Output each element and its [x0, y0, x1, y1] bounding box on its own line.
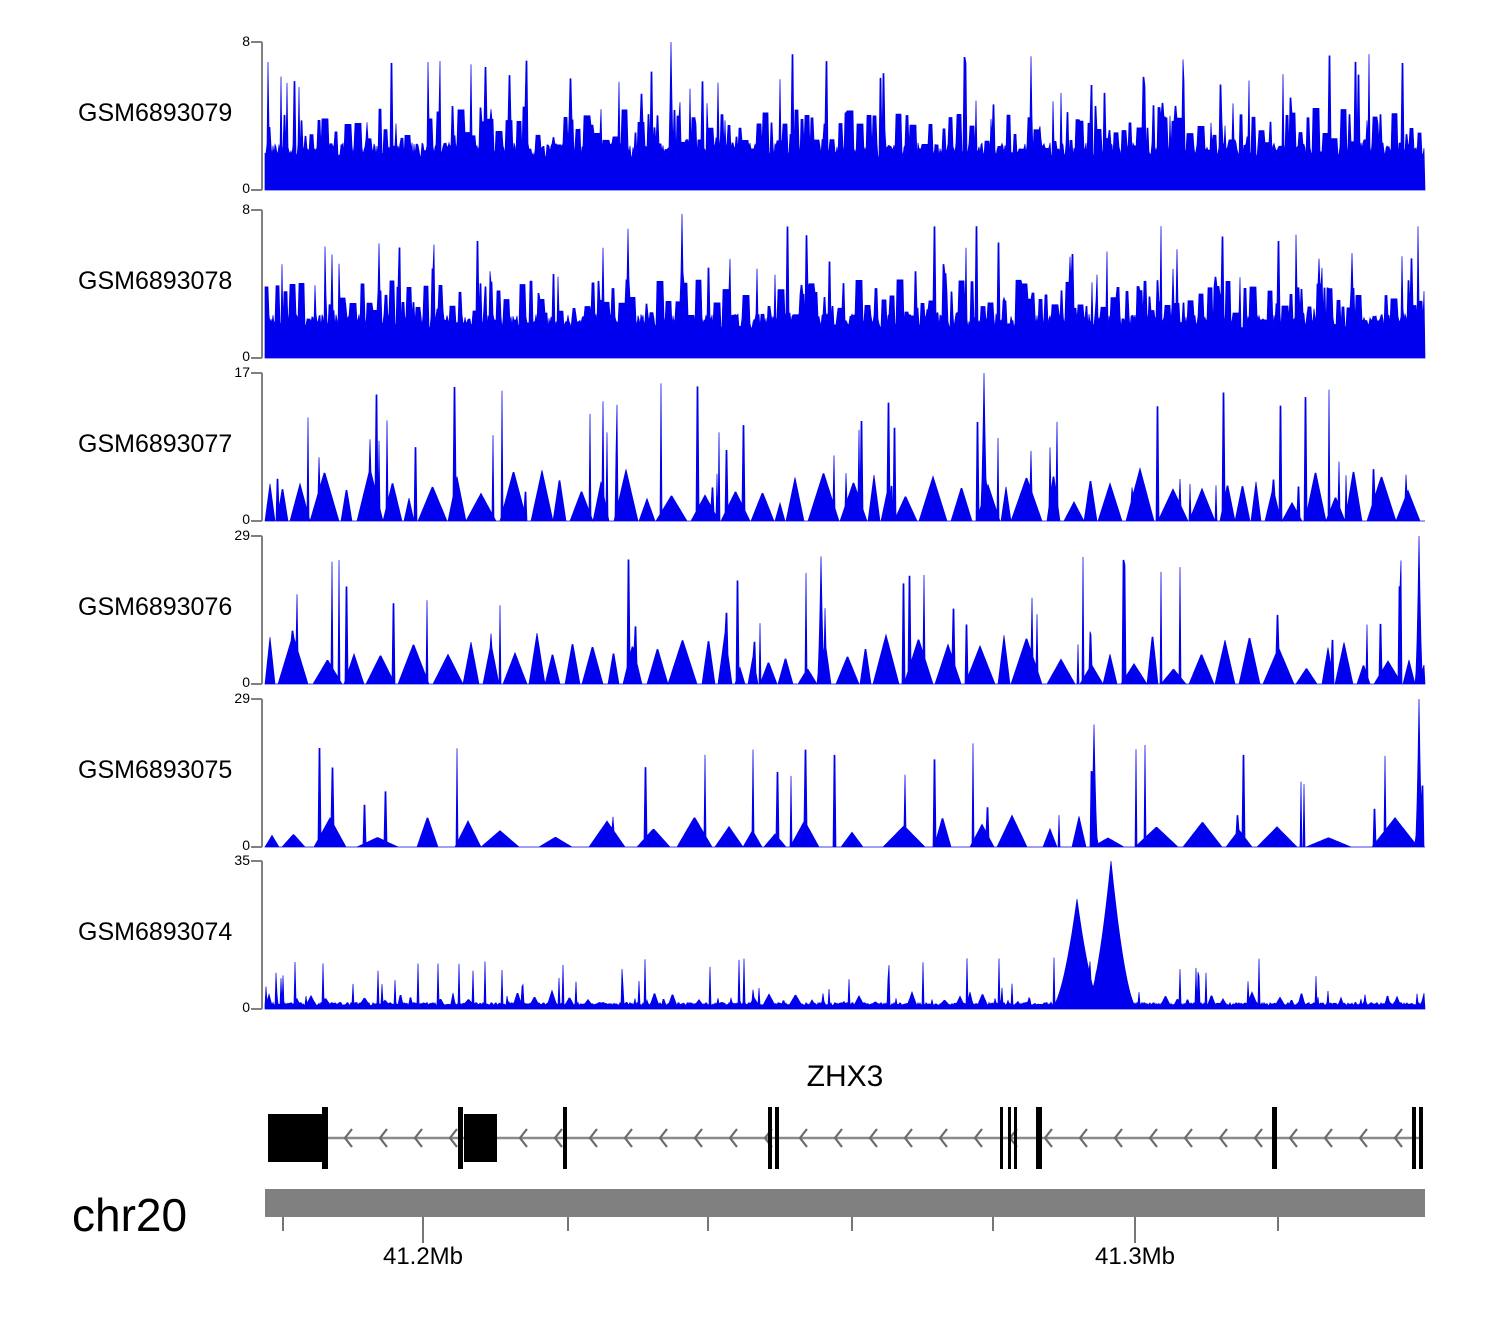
- y-axis-min-gsm6893074: 0: [242, 999, 250, 1015]
- y-axis-min-gsm6893078: 0: [242, 348, 250, 364]
- y-axis-min-gsm6893079: 0: [242, 180, 250, 196]
- track-label-gsm6893077: GSM6893077: [78, 430, 233, 458]
- track-label-gsm6893075: GSM6893075: [78, 756, 233, 784]
- axis-tick-label: 41.3Mb: [1094, 1243, 1176, 1270]
- y-axis-max-gsm6893077: 17: [234, 364, 250, 380]
- axis-tick-label: 41.2Mb: [382, 1243, 464, 1270]
- track-label-gsm6893074: GSM6893074: [78, 918, 233, 946]
- track-label-gsm6893079: GSM6893079: [78, 99, 233, 127]
- y-axis-max-gsm6893078: 8: [242, 201, 250, 217]
- y-axis-max-gsm6893075: 29: [234, 690, 250, 706]
- gene-name-label: ZHX3: [806, 1060, 884, 1093]
- track-label-gsm6893076: GSM6893076: [78, 593, 233, 621]
- chromosome-label: chr20: [72, 1189, 188, 1241]
- y-axis-max-gsm6893076: 29: [234, 527, 250, 543]
- y-axis-min-gsm6893076: 0: [242, 674, 250, 690]
- track-label-gsm6893078: GSM6893078: [78, 267, 233, 295]
- y-axis-min-gsm6893077: 0: [242, 511, 250, 527]
- y-axis-max-gsm6893074: 35: [234, 852, 250, 868]
- y-axis-min-gsm6893075: 0: [242, 837, 250, 853]
- y-axis-max-gsm6893079: 8: [242, 33, 250, 49]
